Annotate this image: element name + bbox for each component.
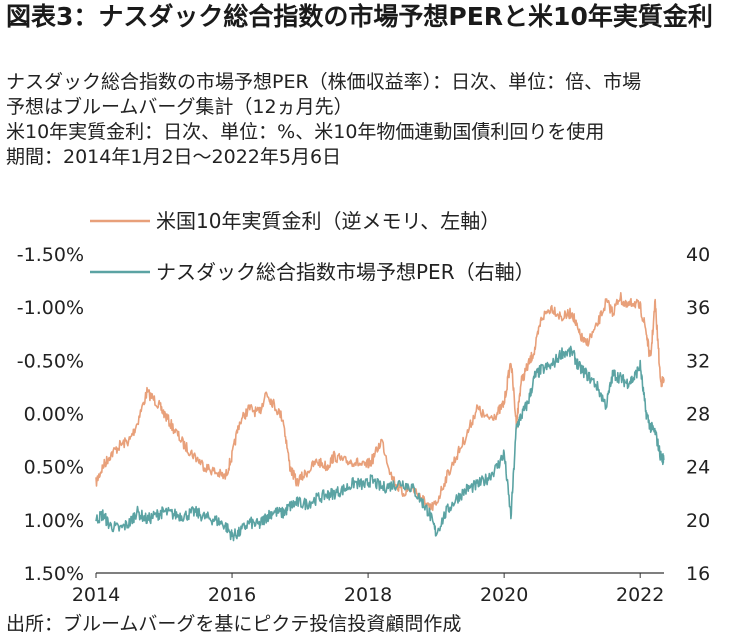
description-line: 予想はブルームバーグ集計（12ヵ月先）: [6, 96, 353, 118]
description-line: ナスダック総合指数の市場予想PER（株価収益率）：日次、単位：倍、市場: [6, 71, 642, 93]
legend-label-real-yield: 米国10年実質金利（逆メモリ、左軸）: [156, 209, 500, 233]
y-left-tick-label: 1.50%: [24, 563, 84, 585]
y-left-tick-label: -1.50%: [17, 244, 84, 266]
y-right-tick-label: 16: [686, 563, 710, 585]
y-left-tick-label: -1.00%: [17, 297, 84, 319]
y-left-tick-label: -0.50%: [17, 350, 84, 372]
x-tick-label: 2016: [208, 584, 256, 606]
y-right-tick-label: 24: [686, 457, 710, 479]
chart-axes: 2014 2016 2018 2020 2022-1.50%-1.00%-0.50%0.…: [17, 244, 710, 606]
x-tick-label: 2018: [344, 584, 392, 606]
legend-label-nasdaq-per: ナスダック総合指数市場予想PER（右軸）: [156, 260, 535, 284]
y-right-tick-label: 36: [686, 297, 710, 319]
series-line-nasdaq-per: [95, 345, 665, 542]
x-tick-label: 2022: [616, 584, 664, 606]
y-left-tick-label: 1.00%: [24, 510, 84, 532]
x-tick-label: 2020: [480, 584, 528, 606]
series-layer: [95, 292, 665, 542]
y-right-tick-label: 32: [686, 350, 710, 372]
x-tick-label: 2014: [72, 584, 120, 606]
y-right-tick-label: 28: [686, 404, 710, 426]
series-line-real-yield: [95, 292, 665, 511]
description-line: 期間：2014年1月2日～2022年5月6日: [6, 146, 342, 168]
chart-description: ナスダック総合指数の市場予想PER（株価収益率）：日次、単位：倍、市場 予想はブ…: [6, 70, 736, 170]
source-note: 出所：ブルームバーグを基にピクテ投信投資顧問作成: [6, 613, 462, 635]
chart-legend: 米国10年実質金利（逆メモリ、左軸） ナスダック総合指数市場予想PER（右軸）: [90, 209, 535, 284]
y-left-tick-label: 0.00%: [24, 404, 84, 426]
description-line: 米10年実質金利：日次、単位：%、米10年物価連動国債利回りを使用: [6, 121, 605, 143]
y-left-tick-label: 0.50%: [24, 457, 84, 479]
y-right-tick-label: 20: [686, 510, 710, 532]
chart-title: 図表3：ナスダック総合指数の市場予想PERと米10年実質金利: [6, 2, 713, 31]
y-right-tick-label: 40: [686, 244, 710, 266]
